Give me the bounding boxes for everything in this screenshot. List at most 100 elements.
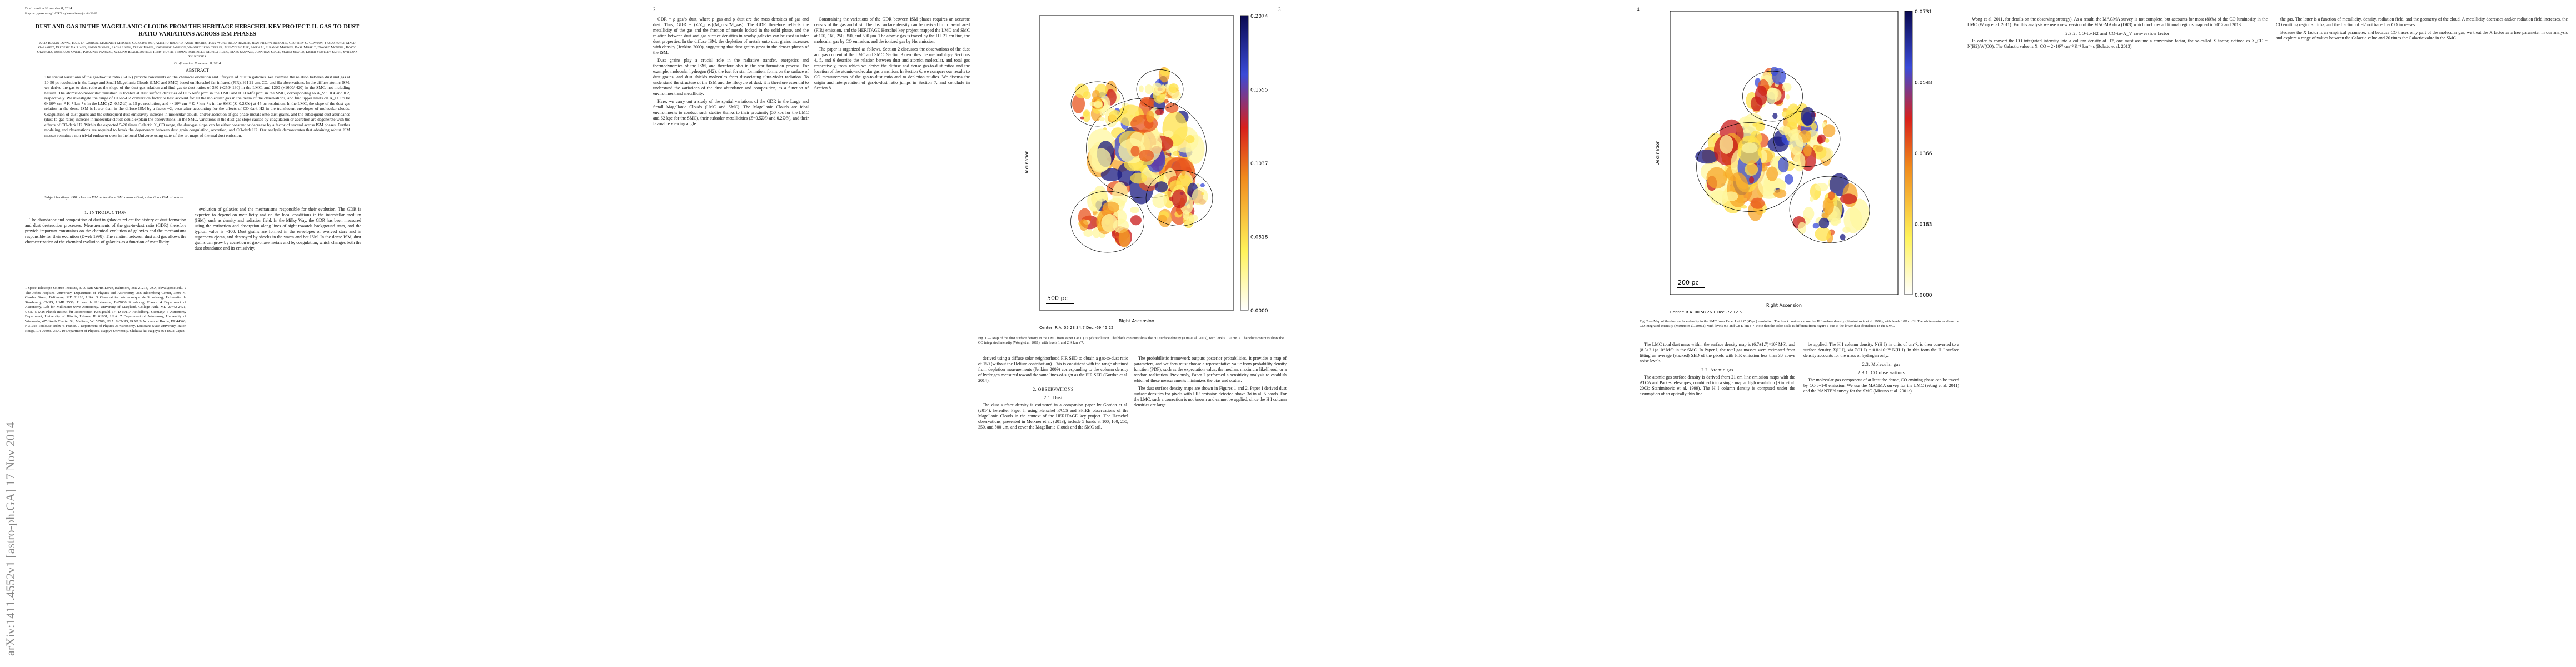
- dust-emission: [1130, 172, 1148, 184]
- figure-lmc: 0.2074 0.1555 0.1037 0.0518 0.0000 Declinatio…: [1024, 14, 1268, 330]
- dust-emission: [1748, 176, 1755, 184]
- dust-emission: [1172, 189, 1187, 208]
- page-number: 3: [1278, 7, 1281, 12]
- colorbar-tick-label: 0.0731: [1915, 9, 1932, 15]
- paragraph: The molecular gas component of at least …: [1803, 377, 1959, 394]
- dust-emission: [1793, 152, 1806, 172]
- dust-emission: [1695, 150, 1719, 164]
- dust-emission: [1772, 68, 1786, 85]
- dust-emission: [1164, 130, 1174, 137]
- x-axis-label: Right Ascension: [1119, 318, 1154, 323]
- hi-contour: [1789, 176, 1870, 243]
- dust-emission: [1083, 111, 1089, 117]
- dust-emission: [1095, 190, 1108, 202]
- dust-emission: [1741, 205, 1747, 209]
- dust-emission: [1817, 136, 1823, 145]
- colorbar-tick-label: 0.0366: [1915, 151, 1932, 157]
- y-axis-label: Declination: [1655, 140, 1660, 165]
- section-heading: 2.3. Molecular gas: [1862, 362, 1901, 367]
- section-heading: 2.1. Dust: [1044, 395, 1063, 400]
- dust-emission: [1785, 174, 1793, 185]
- dust-emission: [1727, 172, 1749, 207]
- dust-emission: [1165, 102, 1179, 113]
- dust-emission: [1164, 99, 1169, 104]
- dust-emission: [1188, 214, 1198, 222]
- column: The LMC total dust mass within the surfa…: [1640, 342, 1795, 620]
- section-heading: 1. INTRODUCTION: [84, 210, 127, 215]
- dust-emission: [1789, 133, 1803, 155]
- dust-emission: [1129, 207, 1139, 213]
- dust-emission: [1825, 138, 1830, 143]
- dust-emission: [1773, 189, 1787, 198]
- column: the gas. The latter is a function of met…: [2276, 17, 2568, 456]
- running-head: Draft version November 8, 2014: [25, 7, 72, 11]
- dust-emission: [1154, 181, 1168, 193]
- column: 1. INTRODUCTION The abundance and composi…: [25, 207, 186, 285]
- section-heading: 2.3.1. CO observations: [1857, 370, 1905, 375]
- dust-emission: [1803, 144, 1812, 157]
- dust-emission: [1079, 219, 1088, 231]
- paragraph: The atomic gas surface density is derive…: [1640, 375, 1795, 396]
- hi-contour: [1773, 111, 1841, 167]
- dust-emission: [1080, 116, 1085, 120]
- paragraph: In order to convert the CO integrated in…: [1967, 38, 2268, 49]
- dust-emission: [1152, 82, 1163, 96]
- colorbar-tick-label: 0.0518: [1250, 235, 1268, 241]
- paragraph: evolution of galaxies and the mechanisms…: [195, 207, 361, 251]
- dust-emission: [1140, 97, 1155, 107]
- scale-label: 500 pc: [1047, 295, 1068, 302]
- dust-emission: [1842, 227, 1851, 233]
- paragraph: Constraining the variations of the GDR b…: [814, 17, 970, 44]
- dust-emission: [1782, 83, 1792, 92]
- dust-emission: [1146, 110, 1154, 123]
- column: The probabilistic framework outputs post…: [1134, 356, 1287, 623]
- dust-emission: [1152, 193, 1167, 208]
- paragraph: Dust grains play a crucial role in the r…: [653, 58, 809, 96]
- dust-emission: [1118, 228, 1130, 248]
- dust-emission: [1094, 101, 1103, 108]
- dust-emission: [1138, 150, 1154, 162]
- paragraph: The dust surface density maps are shown …: [1134, 386, 1287, 407]
- dust-emission: [1778, 157, 1789, 173]
- dust-emission: [1109, 110, 1122, 122]
- figure-caption: Fig. 1.— Map of the dust surface density…: [978, 336, 1284, 345]
- paragraph: The LMC total dust mass within the surfa…: [1640, 342, 1795, 364]
- column: Constraining the variations of the GDR b…: [814, 17, 970, 450]
- colorbar-tick-label: 0.0000: [1250, 308, 1268, 314]
- colorbar-tick-label: 0.0548: [1915, 81, 1932, 86]
- colorbar-tick-label: 0.0000: [1915, 293, 1932, 298]
- dust-emission: [1101, 213, 1118, 232]
- colorbar: [1240, 15, 1249, 311]
- section-heading: 2.2. Atomic gas: [1701, 367, 1733, 372]
- dust-emission: [1089, 102, 1096, 107]
- dust-emission: [1160, 68, 1170, 77]
- hi-contour: [1742, 71, 1803, 122]
- dust-emission: [1093, 227, 1100, 238]
- dust-emission: [1828, 191, 1835, 200]
- dust-emission: [1083, 91, 1091, 99]
- preprint-note: Preprint typeset using LATEX style emula…: [25, 12, 98, 16]
- paragraph: The dust surface density is estimated in…: [978, 402, 1128, 430]
- dust-emission: [1741, 142, 1758, 153]
- dust-emission: [1144, 84, 1153, 94]
- paragraph: Here, we carry out a study of the spatia…: [653, 99, 809, 126]
- dust-emission: [1812, 223, 1820, 229]
- dust-emission: [1840, 193, 1857, 205]
- abstract: The spatial variations of the gas-to-dus…: [44, 74, 350, 138]
- paragraph: derived using a diffuse solar neighborho…: [978, 356, 1128, 383]
- paragraph: The paper is organized as follows. Secti…: [814, 47, 970, 91]
- hi-contour: [1070, 191, 1144, 253]
- page-number: 4: [1637, 7, 1640, 12]
- column: evolution of galaxies and the mechanisms…: [195, 207, 361, 451]
- dust-emission: [1200, 183, 1205, 187]
- dust-emission: [1849, 198, 1870, 231]
- paragraph: the gas. The latter is a function of met…: [2276, 17, 2568, 27]
- section-heading: 2. OBSERVATIONS: [1033, 387, 1074, 392]
- dust-emission: [1823, 124, 1836, 137]
- dust-emission: [1818, 217, 1830, 229]
- dust-emission: [1815, 227, 1831, 241]
- footnotes: 1 Space Telescope Science Institute, 370…: [25, 286, 186, 333]
- dust-emission: [1168, 83, 1179, 93]
- paragraph: The abundance and composition of dust in…: [25, 217, 186, 245]
